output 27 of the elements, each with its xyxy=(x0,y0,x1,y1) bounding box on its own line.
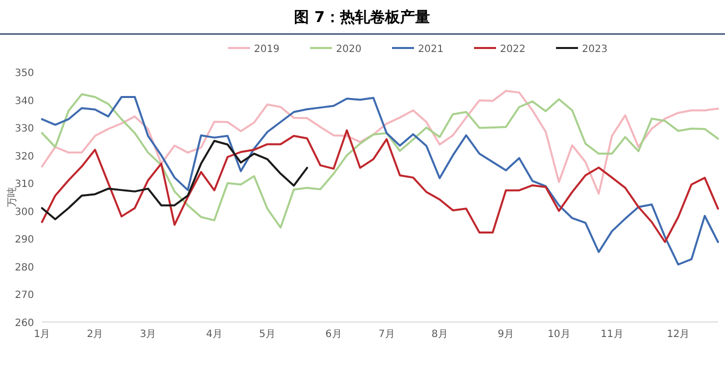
x-tick-label: 6月 xyxy=(325,329,342,340)
y-tick-label: 260 xyxy=(14,318,34,329)
legend-label: 2020 xyxy=(336,44,362,55)
y-tick-label: 330 xyxy=(14,124,34,135)
legend-label: 2022 xyxy=(500,44,526,55)
x-tick-label: 3月 xyxy=(140,329,156,340)
y-tick-label: 340 xyxy=(14,96,34,107)
y-tick-label: 350 xyxy=(14,68,34,79)
y-tick-label: 290 xyxy=(14,234,34,246)
x-tick-label: 8月 xyxy=(431,329,448,340)
y-tick-label: 300 xyxy=(14,206,34,218)
x-tick-label: 7月 xyxy=(378,329,395,340)
legend-label: 2023 xyxy=(582,44,608,55)
x-tick-label: 2月 xyxy=(86,329,104,340)
chart-title: 图 7：热轧卷板产量 xyxy=(294,8,430,26)
x-tick-label: 9月 xyxy=(498,329,514,340)
x-tick-label: 5月 xyxy=(259,329,276,340)
y-tick-label: 270 xyxy=(14,290,34,302)
x-tick-label: 10月 xyxy=(548,329,570,340)
y-tick-label: 280 xyxy=(14,262,34,274)
legend-label: 2021 xyxy=(418,44,444,55)
x-tick-label: 12月 xyxy=(666,329,690,340)
y-tick-label: 320 xyxy=(14,151,34,162)
x-tick-label: 4月 xyxy=(206,329,222,340)
x-tick-label: 11月 xyxy=(600,329,624,340)
x-tick-label: 1月 xyxy=(34,329,50,340)
legend-label: 2019 xyxy=(254,44,280,55)
